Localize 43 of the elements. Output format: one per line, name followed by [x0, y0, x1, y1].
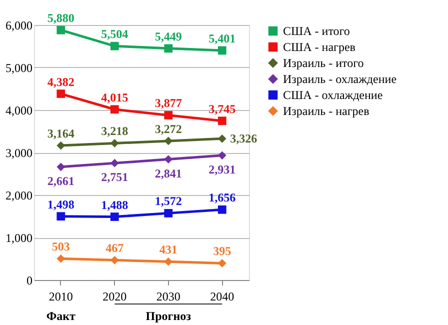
y-tick-label: 3,000 — [6, 146, 32, 160]
x-tick-label: 2030 — [156, 290, 180, 304]
data-label: 1,488 — [101, 198, 128, 212]
data-label: 1,498 — [47, 197, 74, 212]
data-label: 503 — [52, 240, 70, 254]
data-label: 3,272 — [154, 122, 182, 136]
y-tick-label: 1,000 — [6, 231, 32, 245]
data-label: 5,401 — [208, 31, 236, 46]
text: Прогноз — [146, 309, 192, 323]
legend-label: Израиль - итого — [283, 56, 364, 70]
data-label: 3,218 — [101, 124, 128, 138]
data-label: 5,504 — [101, 27, 128, 42]
data-label: 3,326 — [230, 132, 258, 146]
data-label: 3,877 — [154, 96, 182, 110]
legend-label: США - нагрев — [283, 40, 356, 54]
data-label: 2,931 — [208, 162, 236, 176]
data-label: 3,164 — [47, 126, 74, 141]
data-label: 2,661 — [47, 174, 74, 188]
x-tick-label: 2020 — [102, 290, 127, 304]
data-label: 2,841 — [154, 166, 182, 180]
data-label: 1,572 — [154, 194, 182, 208]
data-label: 5,880 — [47, 11, 74, 26]
data-label: 431 — [159, 242, 178, 257]
legend-label: Израиль - охлаждение — [283, 72, 397, 86]
data-label: 1,656 — [208, 190, 236, 205]
text: Факт — [46, 309, 76, 323]
legend-label: США - итого — [283, 24, 350, 38]
data-label: 3,745 — [208, 102, 236, 116]
y-tick-label: 2,000 — [6, 188, 32, 202]
x-tick-label: 2010 — [48, 290, 73, 304]
legend-label: Израиль - нагрев — [283, 104, 370, 118]
data-label: 467 — [106, 241, 124, 256]
y-tick-label: 0 — [26, 274, 32, 288]
y-tick-label: 4,000 — [6, 104, 32, 118]
x-tick-label: 2040 — [210, 290, 234, 304]
data-label: 4,015 — [101, 90, 128, 104]
y-tick-label: 5,000 — [6, 61, 32, 75]
data-label: 5,449 — [154, 29, 182, 44]
data-label: 2,751 — [101, 170, 128, 184]
legend-label: США - охлаждение — [283, 88, 383, 102]
data-label: 4,382 — [47, 74, 74, 89]
y-tick-label: 6,000 — [6, 18, 32, 32]
data-label: 395 — [213, 244, 232, 258]
